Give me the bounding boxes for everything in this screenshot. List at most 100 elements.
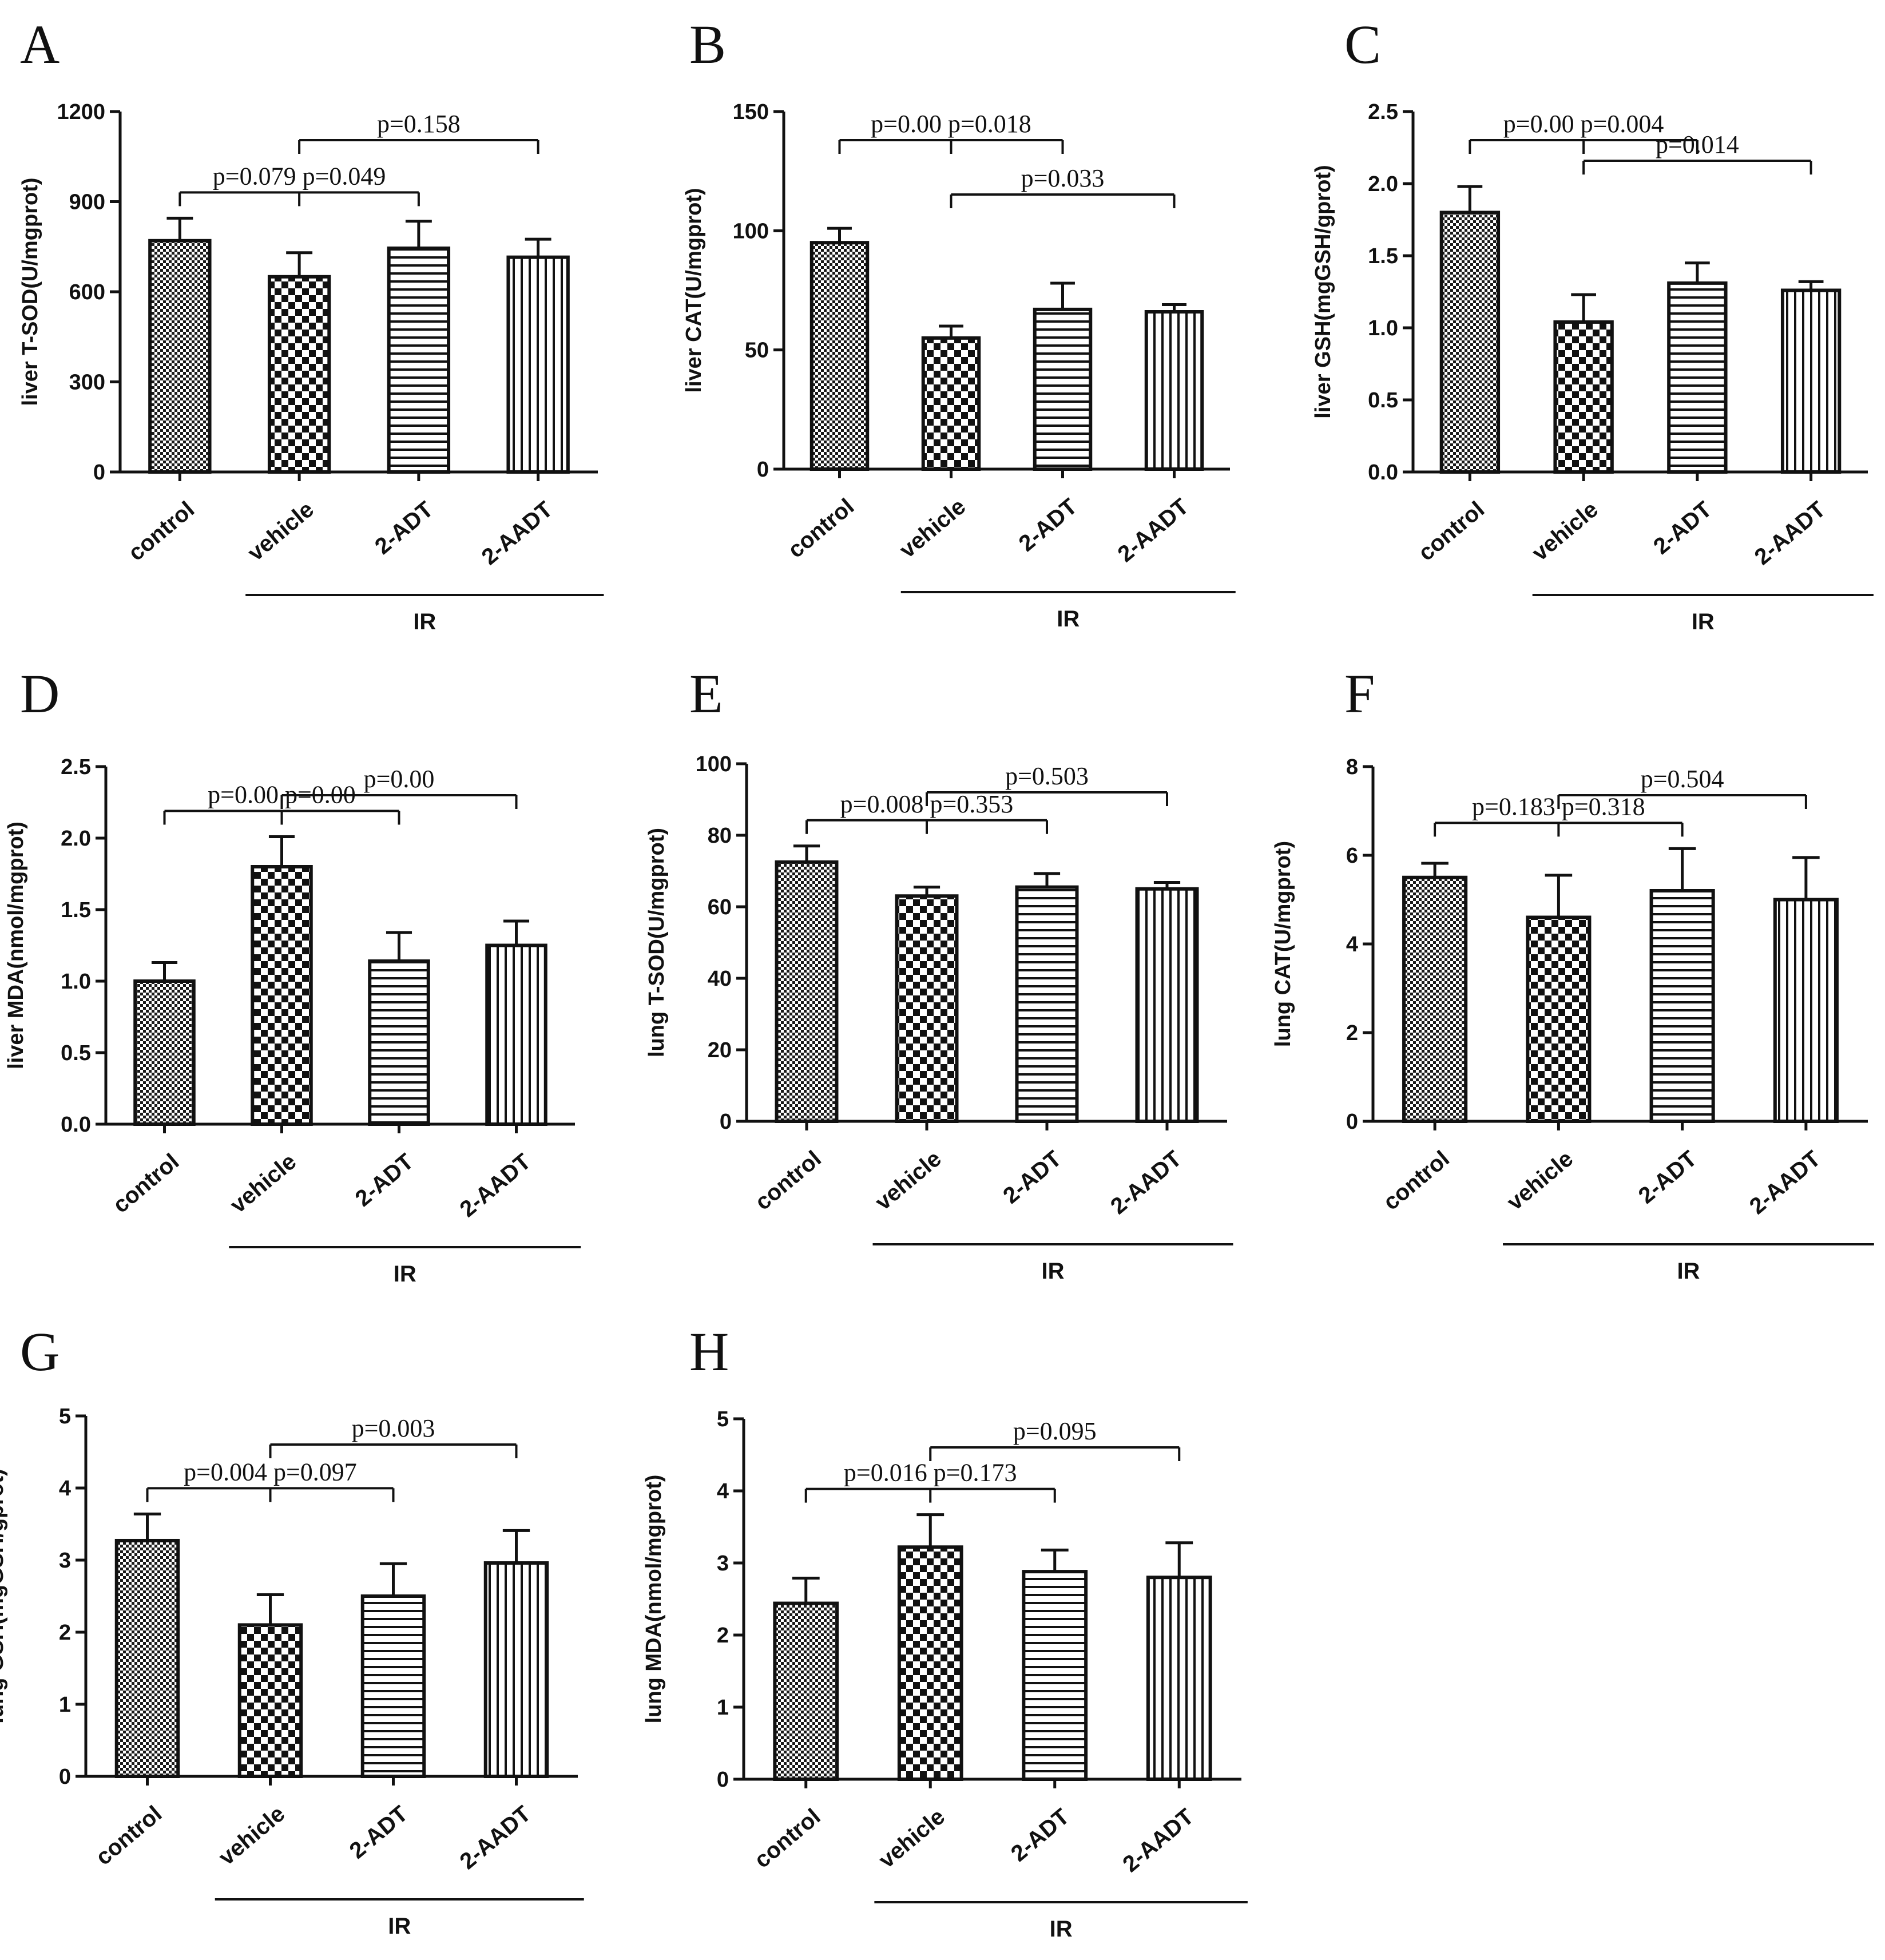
category-label: control: [91, 1801, 166, 1870]
y-axis-label: liver CAT(U/mgprot): [682, 188, 706, 392]
panel-f: F 0 2 4 6 8 lung CAT(U/mgprot) control vehicle 2-…: [1271, 663, 1874, 1284]
y-tick-label: 0.0: [1368, 461, 1398, 485]
category-label: vehicle: [1502, 1146, 1578, 1215]
y-tick-label: 2.5: [61, 755, 91, 779]
category-label: control: [124, 497, 199, 566]
y-tick-label: 0: [717, 1768, 729, 1792]
panel-b: B 0 50 100 150 liver CAT(U/mgprot) control vehi…: [682, 14, 1236, 632]
y-tick-label: 3: [717, 1552, 729, 1576]
y-tick-label: 2: [1346, 1021, 1358, 1045]
p-value-label: p=0.033: [1021, 164, 1105, 192]
p-value-label: p=0.014: [1656, 130, 1739, 158]
category-label: vehicle: [871, 1146, 946, 1215]
panel-letter: B: [689, 14, 726, 75]
category-label: control: [108, 1149, 184, 1218]
panel-letter: G: [20, 1321, 59, 1382]
category-label: 2-AADT: [1745, 1146, 1826, 1219]
y-tick-label: 2.5: [1368, 100, 1398, 124]
category-label: control: [783, 494, 859, 563]
y-tick-label: 4: [59, 1477, 71, 1501]
bar-control: [773, 1601, 839, 1782]
panel-letter: F: [1344, 663, 1375, 724]
panel-letter: H: [689, 1321, 729, 1382]
category-label: vehicle: [225, 1149, 301, 1218]
bar-2-aadt: [1780, 288, 1842, 474]
category-label: 2-ADT: [1014, 494, 1082, 556]
panel-g: G 0 1 2 3 4 5 lung GSH(mgGSH/gprot) control vehic…: [0, 1321, 584, 1939]
bar-2-adt: [1015, 885, 1079, 1123]
y-tick-label: 900: [69, 191, 105, 215]
group-label: IR: [1050, 1917, 1073, 1942]
y-tick-label: 2: [717, 1624, 729, 1648]
p-value-label: p=0.095: [1013, 1417, 1097, 1445]
group-label: IR: [394, 1261, 416, 1287]
y-tick-label: 100: [733, 219, 769, 243]
y-axis-label: liver T-SOD(U/mgprot): [18, 177, 42, 406]
y-tick-label: 1: [59, 1693, 71, 1717]
y-tick-label: 0: [1346, 1110, 1358, 1134]
y-tick-label: 300: [69, 371, 105, 395]
y-tick-label: 4: [1346, 933, 1358, 957]
category-label: control: [1379, 1146, 1454, 1215]
y-tick-label: 40: [708, 967, 732, 991]
p-value-label: p=0.004 p=0.097: [184, 1458, 357, 1486]
bar-control: [809, 241, 870, 471]
bar-vehicle: [921, 336, 981, 471]
y-tick-label: 0: [757, 458, 769, 482]
y-tick-label: 5: [717, 1407, 729, 1431]
y-tick-label: 2.0: [1368, 172, 1398, 196]
y-tick-label: 0.5: [1368, 388, 1398, 412]
category-label: 2-ADT: [1634, 1146, 1702, 1208]
group-label: IR: [413, 609, 436, 634]
group-label: IR: [1057, 606, 1080, 632]
category-label: control: [751, 1146, 826, 1215]
group-label: IR: [1692, 609, 1715, 634]
category-label: vehicle: [214, 1801, 289, 1870]
category-label: control: [749, 1804, 825, 1873]
y-tick-label: 1.5: [1368, 244, 1398, 268]
group-label: IR: [1677, 1259, 1700, 1284]
p-value-label: p=0.503: [1005, 762, 1089, 790]
y-tick-label: 0: [93, 461, 105, 485]
category-label: 2-ADT: [1649, 497, 1717, 559]
category-label: 2-AADT: [455, 1801, 536, 1874]
y-tick-label: 150: [733, 100, 769, 124]
category-label: 2-AADT: [477, 497, 558, 570]
panel-d: D 0.0 0.5 1.0 1.5 2.0 2.5 liver MDA(nmol/mgprot…: [4, 663, 581, 1287]
p-value-label: p=0.016 p=0.173: [844, 1459, 1017, 1487]
bar-2-aadt: [1773, 898, 1839, 1123]
bar-vehicle: [251, 865, 313, 1126]
y-tick-label: 100: [696, 752, 732, 776]
y-axis-label: lung T-SOD(U/mgprot): [645, 828, 669, 1057]
y-tick-label: 80: [708, 824, 732, 848]
y-axis-label: liver GSH(mgGSH/gprot): [1311, 165, 1335, 418]
group-label: IR: [1042, 1259, 1065, 1284]
y-tick-label: 1: [717, 1696, 729, 1720]
bar-2-adt: [360, 1594, 426, 1778]
y-tick-label: 1200: [57, 100, 105, 124]
y-tick-label: 0: [59, 1765, 71, 1789]
bar-vehicle: [895, 894, 959, 1123]
y-tick-label: 1.5: [61, 898, 91, 922]
bar-vehicle: [897, 1545, 963, 1782]
y-tick-label: 0.5: [61, 1041, 91, 1065]
bar-control: [114, 1538, 180, 1778]
category-label: 2-ADT: [370, 497, 438, 559]
y-tick-label: 6: [1346, 844, 1358, 868]
bar-control: [1402, 875, 1468, 1123]
panel-e: E 0 20 40 60 80 100 lung T-SOD(U/mgprot) control…: [645, 663, 1233, 1284]
bar-2-adt: [368, 959, 430, 1126]
bar-2-adt: [387, 246, 451, 474]
y-tick-label: 3: [59, 1549, 71, 1573]
category-label: vehicle: [874, 1804, 950, 1873]
panel-c: C 0.0 0.5 1.0 1.5 2.0 2.5 liver GSH(mgGSH/gprot…: [1311, 14, 1874, 634]
category-label: 2-AADT: [455, 1149, 536, 1222]
bar-2-aadt: [1146, 1576, 1212, 1781]
category-label: 2-AADT: [1118, 1804, 1199, 1877]
y-tick-label: 4: [717, 1479, 729, 1503]
bar-control: [775, 860, 839, 1123]
p-value-label: p=0.158: [377, 110, 461, 138]
category-label: 2-ADT: [351, 1149, 419, 1211]
y-tick-label: 20: [708, 1038, 732, 1062]
